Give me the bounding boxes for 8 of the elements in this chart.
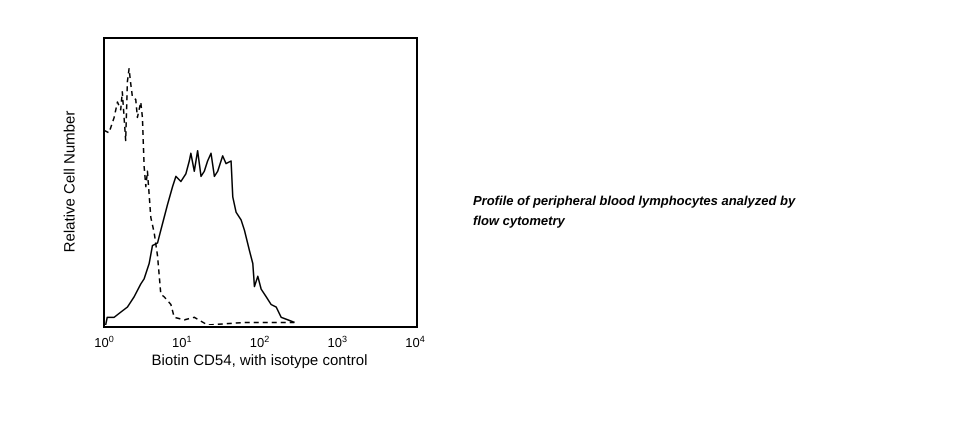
x-tick-label: 10$^{3}$ [328,334,347,350]
x-axis-title: Biotin CD54, with isotype control [152,352,368,369]
x-tick-label: 10$^{1}$ [172,334,192,350]
x-tick-label: 10$^{0}$ [94,334,114,350]
y-axis-title: Relative Cell Number [61,110,78,252]
x-tick-label: 10$^{2}$ [250,334,270,350]
text: Profile of peripheral blood lymphocytes analyzed by flow cytometry [473,192,797,230]
x-tick-label: 10$^{4}$ [405,334,425,350]
